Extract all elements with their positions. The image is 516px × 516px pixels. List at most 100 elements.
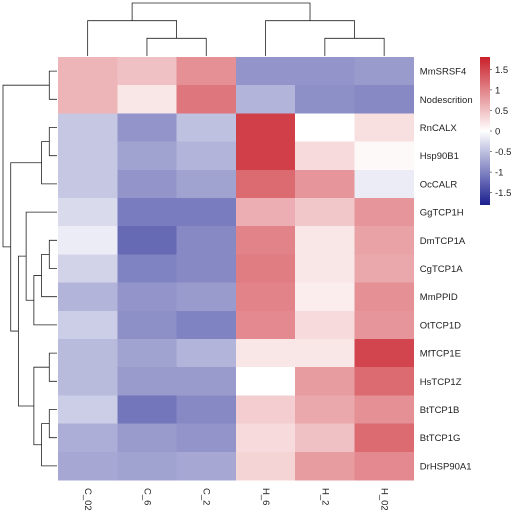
heatmap-cell-RnCALX-H_6 bbox=[235, 113, 296, 142]
heatmap-cell-MmPPID-H_02 bbox=[354, 282, 415, 312]
heatmap-cell-Nodescrition-C_2 bbox=[176, 85, 237, 114]
heatmap-cell-BtTCP1G-C_02 bbox=[58, 423, 118, 453]
heatmap-cell-HsTCP1Z-H_6 bbox=[235, 367, 296, 396]
heatmap-cell-MmSRSF4-H_02 bbox=[354, 57, 415, 86]
heatmap-cell-BtTCP1B-C_02 bbox=[58, 395, 118, 424]
row-label: MmSRSF4 bbox=[420, 67, 466, 78]
heatmap-cell-DrHSP90A1-H_02 bbox=[354, 451, 415, 481]
heatmap-cell-Nodescrition-C_02 bbox=[58, 85, 118, 114]
column-dendrogram-branch bbox=[324, 37, 385, 56]
column-labels: C_02 C_6 C_2 H_6 H_2 H_02 bbox=[82, 488, 390, 511]
heatmap-cell-HsTCP1Z-C_6 bbox=[117, 367, 177, 396]
heatmap-cell-DrHSP90A1-C_2 bbox=[176, 451, 237, 481]
row-dendrogram bbox=[2, 70, 57, 467]
heatmap-cell-GgTCP1H-C_02 bbox=[58, 198, 118, 227]
heatmap-cell-HsTCP1Z-H_02 bbox=[354, 367, 415, 396]
column-dendrogram-branch bbox=[146, 37, 207, 56]
heatmap-cell-DmTCP1A-H_6 bbox=[235, 226, 296, 255]
heatmap-cells bbox=[58, 57, 415, 481]
heatmap-cell-OtTCP1D-H_02 bbox=[354, 310, 415, 340]
heatmap-cell-RnCALX-C_2 bbox=[176, 113, 237, 142]
heatmap-cell-DmTCP1A-C_02 bbox=[58, 226, 118, 255]
row-label: Hsp90B1 bbox=[420, 151, 459, 162]
column-label: H_6 bbox=[260, 488, 271, 505]
legend-tick-label: 0 bbox=[495, 127, 500, 138]
heatmap-cell-GgTCP1H-C_2 bbox=[176, 198, 237, 227]
column-dendrogram-branch bbox=[131, 2, 311, 21]
heatmap-cell-MmSRSF4-C_6 bbox=[117, 57, 177, 86]
legend-tick-label: -0.5 bbox=[495, 147, 511, 158]
heatmap-cell-CgTCP1A-C_6 bbox=[117, 254, 177, 283]
row-label: OtTCP1D bbox=[420, 320, 461, 331]
row-label: Nodescrition bbox=[420, 95, 473, 106]
row-label: MfTCP1E bbox=[420, 349, 461, 360]
heatmap-cell-HsTCP1Z-C_2 bbox=[176, 367, 237, 396]
heatmap-cell-GgTCP1H-C_6 bbox=[117, 198, 177, 227]
heatmap-cell-Hsp90B1-H_02 bbox=[354, 141, 415, 171]
heatmap-cell-OtTCP1D-H_2 bbox=[295, 310, 355, 340]
heatmap-cell-HsTCP1Z-C_02 bbox=[58, 367, 118, 396]
column-label: H_2 bbox=[319, 488, 330, 505]
heatmap-cell-OtTCP1D-C_02 bbox=[58, 310, 118, 340]
legend-tick-label: 1 bbox=[495, 85, 500, 96]
heatmap-cell-RnCALX-H_02 bbox=[354, 113, 415, 142]
row-dendrogram-branch bbox=[33, 275, 57, 326]
heatmap-cell-CgTCP1A-C_02 bbox=[58, 254, 118, 283]
heatmap-cell-BtTCP1G-C_2 bbox=[176, 423, 237, 453]
row-dendrogram-branch bbox=[48, 239, 57, 269]
heatmap-cell-MmSRSF4-H_6 bbox=[235, 57, 296, 86]
heatmap-cell-BtTCP1B-H_02 bbox=[354, 395, 415, 424]
heatmap-cell-BtTCP1G-H_2 bbox=[295, 423, 355, 453]
heatmap-cell-GgTCP1H-H_2 bbox=[295, 198, 355, 227]
heatmap-cell-BtTCP1B-H_2 bbox=[295, 395, 355, 424]
heatmap-cell-OcCALR-C_2 bbox=[176, 169, 237, 199]
heatmap-cell-DmTCP1A-H_02 bbox=[354, 226, 415, 255]
heatmap-cell-Hsp90B1-C_6 bbox=[117, 141, 177, 171]
heatmap-cell-OcCALR-C_6 bbox=[117, 169, 177, 199]
color-legend: 1.5 1 0.5 0 -0.5 -1 -1.5 bbox=[480, 57, 511, 205]
heatmap-cell-Nodescrition-H_6 bbox=[235, 85, 296, 114]
row-label: GgTCP1H bbox=[420, 208, 464, 219]
heatmap-cell-Hsp90B1-C_2 bbox=[176, 141, 237, 171]
heatmap-cell-MfTCP1E-C_2 bbox=[176, 339, 237, 368]
legend-tick-label: 0.5 bbox=[495, 106, 508, 117]
heatmap-cell-Nodescrition-H_02 bbox=[354, 85, 415, 114]
heatmap-cell-BtTCP1G-H_6 bbox=[235, 423, 296, 453]
heatmap-cell-BtTCP1B-C_2 bbox=[176, 395, 237, 424]
heatmap-cell-DrHSP90A1-C_6 bbox=[117, 451, 177, 481]
row-label: RnCALX bbox=[420, 123, 458, 134]
heatmap-cell-MmPPID-H_2 bbox=[295, 282, 355, 312]
heatmap-cell-OcCALR-H_2 bbox=[295, 169, 355, 199]
heatmap-cell-OtTCP1D-C_6 bbox=[117, 310, 177, 340]
legend-color-bar bbox=[480, 57, 490, 205]
row-label: HsTCP1Z bbox=[420, 377, 462, 388]
heatmap-cell-CgTCP1A-H_02 bbox=[354, 254, 415, 283]
row-dendrogram-branch bbox=[48, 127, 57, 157]
heatmap-cell-HsTCP1Z-H_2 bbox=[295, 367, 355, 396]
heatmap-cell-DmTCP1A-H_2 bbox=[295, 226, 355, 255]
heatmap-cell-GgTCP1H-H_02 bbox=[354, 198, 415, 227]
legend-tick-label: 1.5 bbox=[495, 65, 508, 76]
heatmap-cell-MmPPID-H_6 bbox=[235, 282, 296, 312]
column-label: C_6 bbox=[141, 488, 152, 505]
row-label: OcCALR bbox=[420, 179, 458, 190]
legend-tick-label: -1.5 bbox=[495, 188, 511, 199]
row-labels: MmSRSF4 Nodescrition RnCALX Hsp90B1 OcCALR Gg… bbox=[420, 67, 473, 473]
legend-tick-label: -1 bbox=[495, 168, 503, 179]
heatmap-cell-BtTCP1G-H_02 bbox=[354, 423, 415, 453]
heatmap-cell-DrHSP90A1-H_2 bbox=[295, 451, 355, 481]
heatmap-cell-CgTCP1A-H_2 bbox=[295, 254, 355, 283]
column-dendrogram bbox=[87, 2, 385, 56]
heatmap-cell-OtTCP1D-C_2 bbox=[176, 310, 237, 340]
heatmap-cell-OcCALR-H_6 bbox=[235, 169, 296, 199]
column-label: C_2 bbox=[201, 488, 212, 505]
heatmap-cell-RnCALX-H_2 bbox=[295, 113, 355, 142]
heatmap-cell-Nodescrition-C_6 bbox=[117, 85, 177, 114]
heatmap-cell-BtTCP1B-H_6 bbox=[235, 395, 296, 424]
row-dendrogram-branch bbox=[48, 70, 57, 100]
column-label: H_02 bbox=[379, 488, 390, 511]
heatmap-cell-MfTCP1E-C_6 bbox=[117, 339, 177, 368]
heatmap-cell-MfTCP1E-H_2 bbox=[295, 339, 355, 368]
heatmap-cell-DrHSP90A1-H_6 bbox=[235, 451, 296, 481]
heatmap-cell-RnCALX-C_02 bbox=[58, 113, 118, 142]
